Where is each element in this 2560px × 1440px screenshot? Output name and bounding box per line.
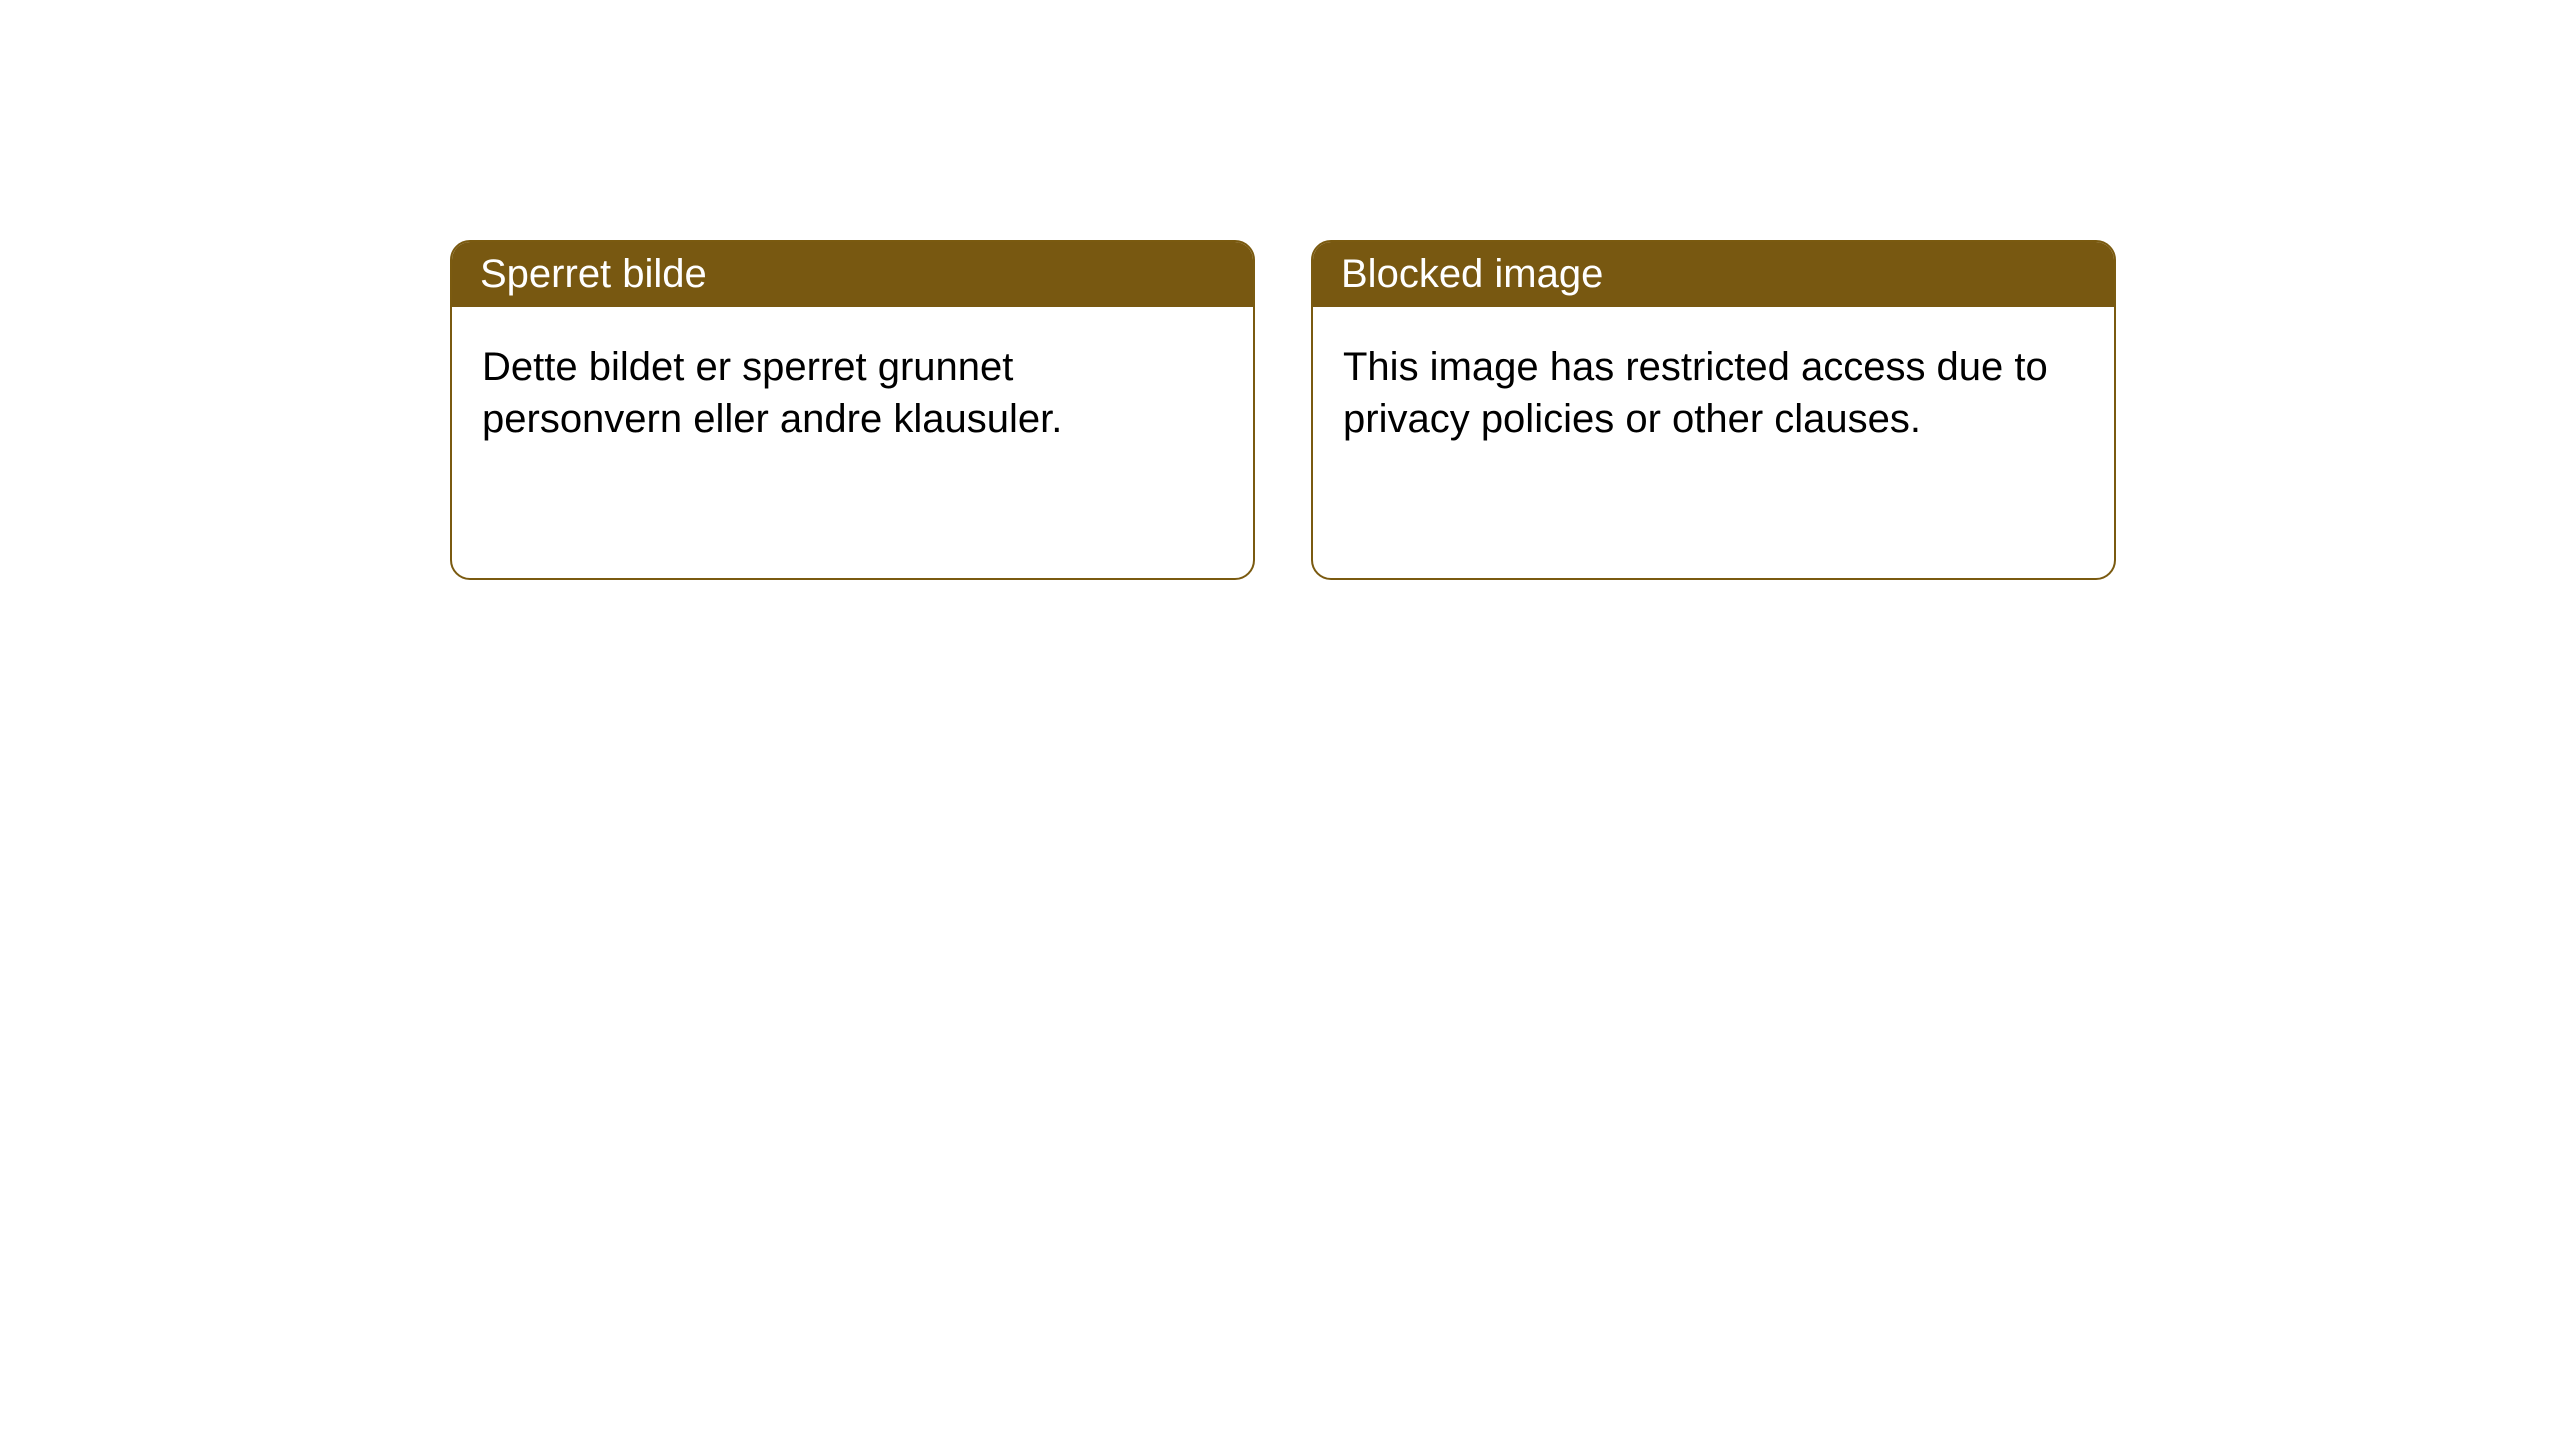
notice-body-text: This image has restricted access due to … (1343, 345, 2048, 441)
notice-header: Sperret bilde (452, 242, 1253, 307)
notice-header: Blocked image (1313, 242, 2114, 307)
notices-container: Sperret bilde Dette bildet er sperret gr… (0, 0, 2560, 580)
notice-title: Sperret bilde (480, 252, 707, 296)
notice-box-english: Blocked image This image has restricted … (1311, 240, 2116, 580)
notice-body-text: Dette bildet er sperret grunnet personve… (482, 345, 1062, 441)
notice-body: Dette bildet er sperret grunnet personve… (452, 307, 1253, 479)
notice-body: This image has restricted access due to … (1313, 307, 2114, 479)
notice-box-norwegian: Sperret bilde Dette bildet er sperret gr… (450, 240, 1255, 580)
notice-title: Blocked image (1341, 252, 1603, 296)
